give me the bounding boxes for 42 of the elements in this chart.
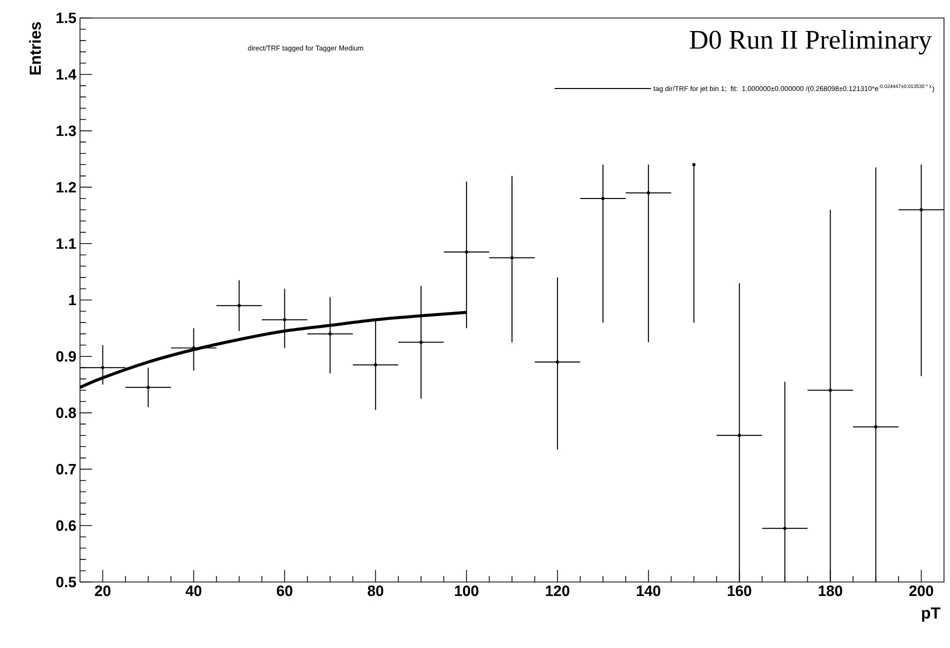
point bbox=[374, 363, 378, 366]
x-tick-label: 180 bbox=[818, 586, 842, 596]
point bbox=[146, 386, 150, 390]
y-tick-label: 1.4 bbox=[56, 69, 76, 80]
x-tick-label: 120 bbox=[546, 586, 570, 596]
x-tick-label: 20 bbox=[94, 586, 110, 596]
x-tick-label: 140 bbox=[636, 586, 660, 596]
text: $\mbox{tag dir/TRF for jet bin 1;\ \ fit:\ \ 1.000000±0.000000 /(0.268098±0.121310*e}^{\mbox{\tiny -0.024447±0.013530 * x}}\mbox{)}$ bbox=[653, 84, 934, 92]
x-axis-title: pT bbox=[922, 608, 940, 622]
point bbox=[601, 196, 605, 200]
point bbox=[510, 256, 514, 260]
y-tick-label: 0.5 bbox=[56, 576, 76, 588]
point bbox=[874, 425, 878, 428]
y-tick-label: 0.6 bbox=[56, 520, 76, 531]
y-tick-label: 1.3 bbox=[56, 125, 76, 136]
x-tick-label: 200 bbox=[909, 586, 934, 596]
x-tick-label: 100 bbox=[455, 586, 478, 596]
annotation: D0 Run II Preliminary bbox=[690, 30, 932, 54]
y-axis-title: Entries bbox=[29, 22, 41, 74]
point bbox=[283, 318, 286, 322]
point bbox=[238, 304, 241, 308]
y-tick-label: 0.9 bbox=[56, 351, 76, 362]
y-tick-label: 1.1 bbox=[56, 238, 76, 249]
x-tick-label: 160 bbox=[728, 586, 752, 596]
y-tick-label: 1 bbox=[69, 294, 76, 306]
y-tick-label: 0.7 bbox=[56, 464, 76, 474]
point bbox=[646, 191, 650, 194]
point bbox=[328, 332, 332, 336]
point bbox=[920, 208, 923, 212]
point bbox=[828, 388, 832, 392]
point bbox=[464, 250, 468, 254]
y-tick-label: 0.8 bbox=[56, 408, 76, 418]
point bbox=[101, 366, 104, 370]
point bbox=[783, 526, 786, 530]
point bbox=[419, 340, 423, 344]
y-tick-label: 1.5 bbox=[56, 12, 76, 24]
x-tick-label: 80 bbox=[368, 586, 384, 596]
x-tick-label: 40 bbox=[186, 586, 202, 596]
y-tick-label: 1.2 bbox=[56, 182, 76, 192]
point bbox=[738, 434, 741, 437]
point bbox=[556, 360, 560, 364]
x-tick-label: 60 bbox=[276, 586, 292, 596]
